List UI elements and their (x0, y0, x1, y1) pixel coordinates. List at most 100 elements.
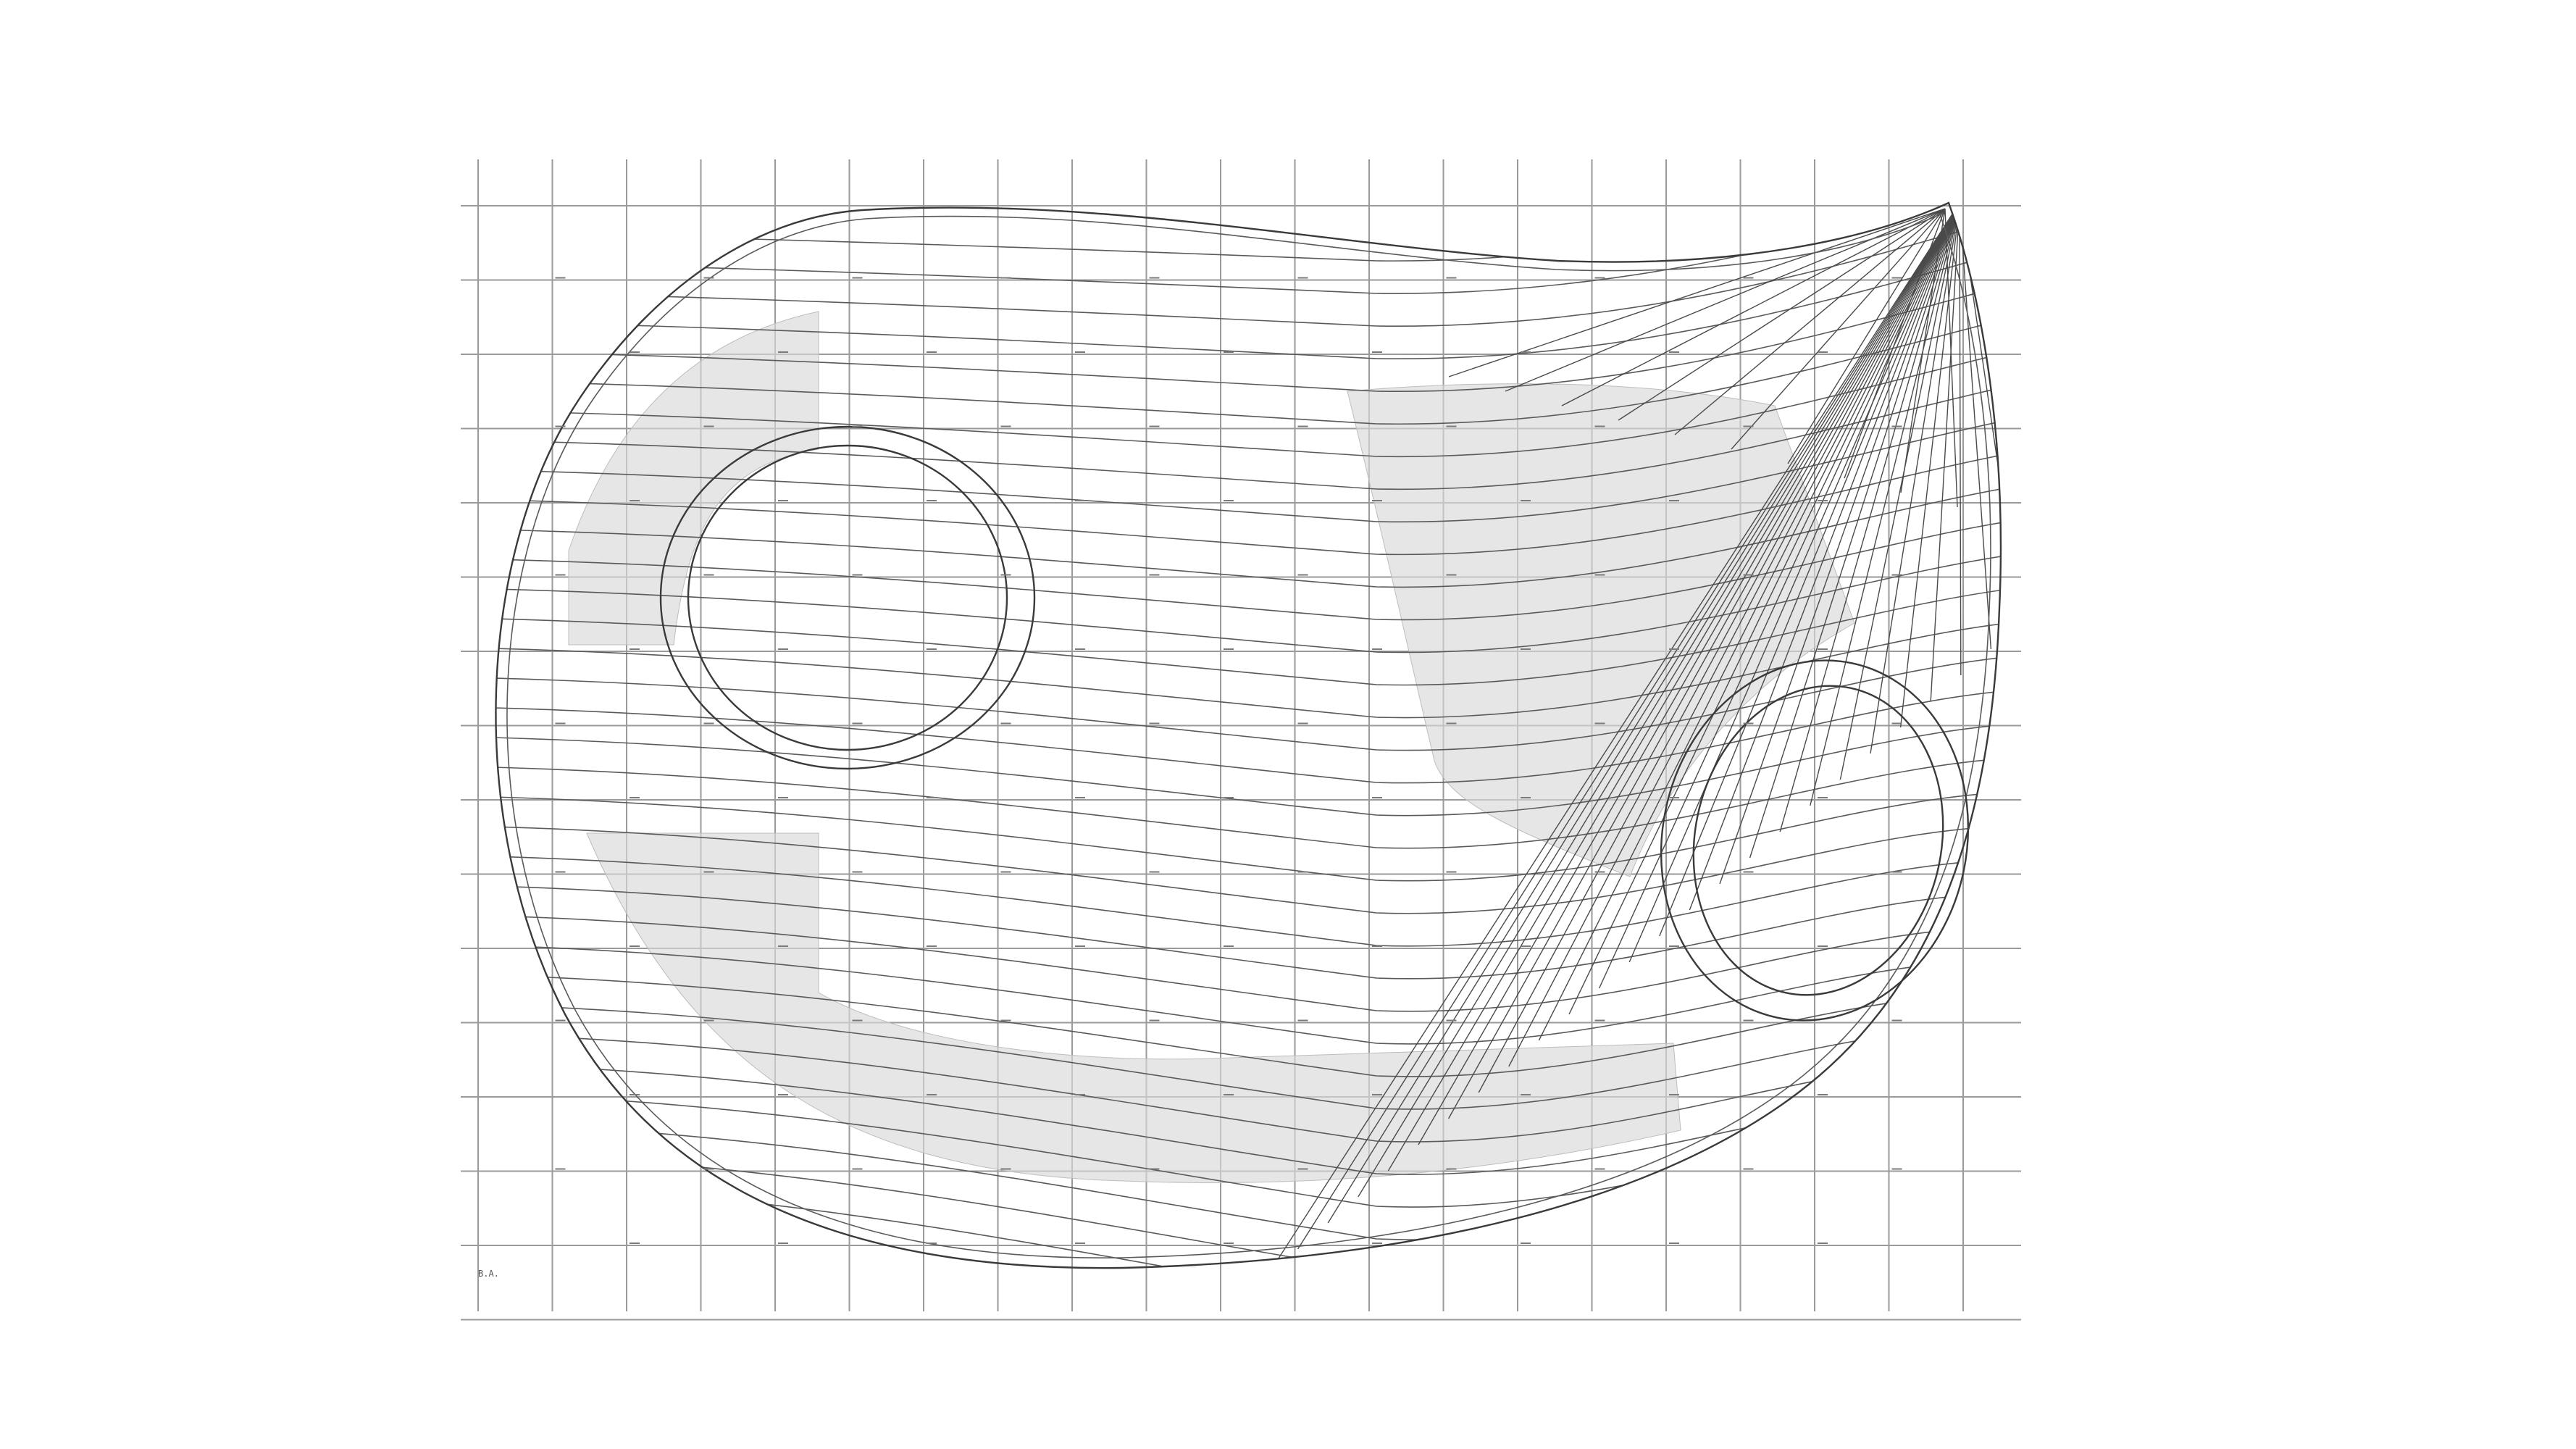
dimension-tick (1818, 351, 1828, 353)
dimension-tick (1743, 1168, 1754, 1170)
dimension-tick (852, 871, 863, 873)
dimension-tick (1818, 797, 1828, 798)
dimension-tick (1075, 945, 1085, 947)
dimension-tick (1743, 574, 1754, 576)
fan-line-upper (1731, 208, 1946, 450)
dimension-tick (703, 425, 714, 427)
dimension-tick (1891, 425, 1902, 427)
contour-line (495, 314, 2001, 425)
fan-line (1659, 203, 1960, 937)
dimension-tick (927, 500, 937, 501)
fan-line (1508, 203, 1960, 1067)
dimension-tick (1075, 1094, 1085, 1095)
dimension-tick (630, 797, 640, 798)
fan-line-upper (1674, 208, 1946, 435)
dimension-tick (1372, 797, 1382, 798)
dimension-tick (1594, 1168, 1605, 1170)
dimension-tick (1818, 500, 1828, 501)
dimension-tick (1000, 871, 1011, 873)
dimension-tick (1297, 1019, 1308, 1022)
radial-fan-lines (1267, 203, 2001, 1269)
dimension-tick (1521, 945, 1531, 947)
fan-line (1358, 203, 1960, 1198)
fan-line (1870, 203, 1960, 754)
dimension-tick (778, 648, 788, 650)
contour-line (495, 485, 2001, 588)
shaded-zone-lower (586, 832, 1681, 1183)
fan-line (1598, 203, 1960, 989)
contour-line (495, 553, 2001, 653)
dimension-tick (1075, 648, 1085, 650)
contour-line (495, 203, 2001, 262)
dimension-tick (1594, 722, 1605, 724)
contour-line (495, 914, 2001, 1012)
contour-line (495, 246, 2001, 360)
dimension-marks (555, 277, 1902, 1244)
dimension-tick (927, 351, 937, 353)
fan-line (1628, 203, 1960, 963)
dimension-tick (1075, 500, 1085, 501)
dimension-tick (927, 1094, 937, 1095)
dimension-tick (555, 574, 566, 576)
contour-line (495, 944, 2001, 1045)
dimension-tick (1669, 1243, 1679, 1244)
dimension-tick (630, 351, 640, 353)
dimension-tick (1446, 574, 1457, 576)
dimension-tick (1075, 351, 1085, 353)
fan-line (1839, 203, 1960, 780)
contour-line (495, 825, 2001, 914)
fan-line-upper (1448, 208, 1946, 377)
contour-line (495, 723, 2001, 817)
fan-line (1387, 203, 1960, 1172)
dimension-tick (1372, 945, 1382, 947)
fan-line (1297, 203, 1960, 1250)
dimension-tick (703, 871, 714, 873)
fan-line (1418, 203, 1960, 1145)
dimension-tick (1521, 648, 1531, 650)
dimension-tick (1743, 722, 1754, 724)
dimension-tick (1891, 574, 1902, 576)
fan-line (1689, 203, 1960, 911)
corner-label: B.A. (478, 1269, 499, 1279)
dimension-tick (630, 1243, 640, 1244)
dimension-tick (1372, 1243, 1382, 1244)
fan-line (1478, 203, 1960, 1093)
dimension-tick (1000, 1168, 1011, 1170)
shaded-zone-left-upper (568, 311, 819, 646)
dimension-tick (778, 351, 788, 353)
contour-line (495, 1182, 2001, 1269)
dimension-tick (1372, 351, 1382, 353)
dimension-tick (1594, 425, 1605, 427)
dimension-tick (1446, 871, 1457, 873)
dimension-tick (630, 945, 640, 947)
dimension-tick (1669, 1094, 1679, 1095)
dimension-tick (852, 277, 863, 279)
dimension-tick (1000, 574, 1011, 576)
dimension-tick (1669, 500, 1679, 501)
fan-line-upper (1944, 208, 1958, 508)
right-opening (1692, 685, 1944, 996)
dimension-tick (1224, 648, 1234, 650)
fan-line (1447, 203, 1960, 1119)
dimension-tick (1446, 1168, 1457, 1170)
contour-line (495, 1211, 2001, 1269)
fan-line (1327, 203, 1960, 1224)
fan-line (1538, 203, 1960, 1041)
dimension-tick (1743, 277, 1754, 279)
dimension-tick (1297, 722, 1308, 724)
dimension-tick (1224, 500, 1234, 501)
dimension-tick (927, 945, 937, 947)
dimension-tick (852, 1168, 863, 1170)
dimension-tick (1521, 1243, 1531, 1244)
dimension-tick (1224, 1094, 1234, 1095)
fan-line (1267, 203, 1960, 1269)
dimension-tick (1149, 1019, 1160, 1022)
dimension-tick (1297, 1168, 1308, 1170)
dimension-tick (1149, 722, 1160, 724)
fan-line (1810, 203, 1960, 806)
dimension-tick (630, 1094, 640, 1095)
dimension-tick (703, 722, 714, 724)
fan-group (1267, 203, 2001, 1269)
